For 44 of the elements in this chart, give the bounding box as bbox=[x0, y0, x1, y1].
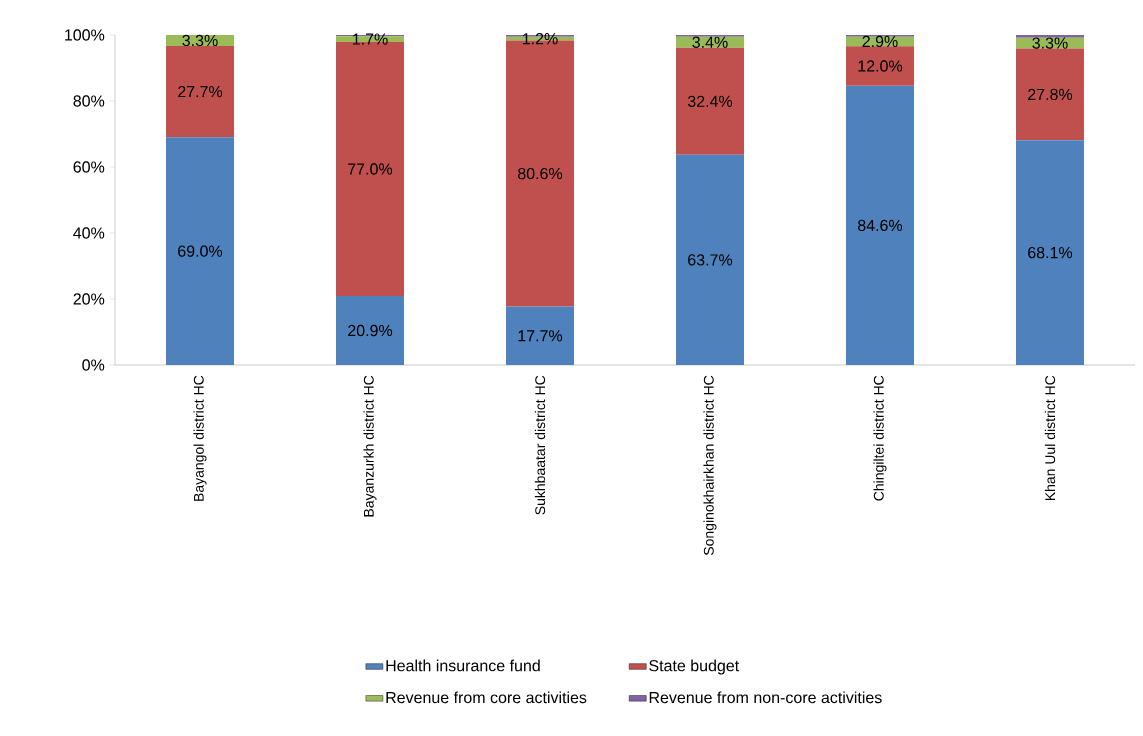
x-tick-label: Khan Uul district HC bbox=[1044, 375, 1056, 501]
data-label: 63.7% bbox=[688, 254, 733, 266]
x-tick-label: Sukhbaatar district HC bbox=[534, 375, 546, 515]
bar bbox=[846, 46, 914, 86]
x-tick-label: Songinokhairkhan district HC bbox=[703, 375, 717, 556]
bar bbox=[676, 47, 744, 155]
legend-label: State budget bbox=[649, 659, 740, 675]
data-label: 32.4% bbox=[687, 95, 733, 107]
y-tick-label: 0% bbox=[82, 359, 105, 371]
data-label: 17.7% bbox=[518, 330, 563, 342]
bar bbox=[1015, 140, 1084, 365]
data-label: 3.3% bbox=[182, 34, 218, 47]
bar bbox=[166, 137, 235, 365]
x-tick-label: Bayangol district HC bbox=[193, 375, 207, 501]
data-label: 84.6% bbox=[858, 219, 903, 232]
data-label: 2.9% bbox=[862, 35, 898, 48]
x-tick-label: Bayanzurkh district HC bbox=[363, 375, 377, 517]
legend-label: Revenue from non-core activities bbox=[649, 691, 882, 704]
y-tick-label: 100% bbox=[65, 29, 105, 41]
legend-label: Health insurance fund bbox=[386, 659, 540, 672]
y-tick-label: 20% bbox=[73, 293, 105, 305]
data-label: 20.9% bbox=[348, 324, 393, 337]
data-label: 68.1% bbox=[1028, 246, 1073, 259]
bar bbox=[506, 306, 574, 365]
data-label: 3.3% bbox=[1032, 37, 1068, 49]
data-label: 12.0% bbox=[858, 60, 903, 72]
y-tick-label: 80% bbox=[73, 95, 105, 107]
data-label: 77.0% bbox=[348, 163, 393, 175]
bar bbox=[1015, 34, 1084, 38]
data-label: 1.2% bbox=[522, 32, 558, 45]
data-label: 3.4% bbox=[692, 36, 728, 48]
data-label: 27.8% bbox=[1028, 88, 1073, 101]
bar bbox=[676, 154, 744, 365]
data-label: 27.7% bbox=[178, 85, 223, 98]
bar bbox=[336, 296, 404, 365]
bar bbox=[1015, 48, 1084, 141]
x-tick-label: Chingiltei district HC bbox=[873, 375, 887, 501]
legend-label: Revenue from core activities bbox=[386, 691, 587, 704]
bar bbox=[166, 45, 235, 138]
data-label: 80.6% bbox=[518, 167, 563, 180]
bar bbox=[846, 85, 914, 365]
data-label: 69.0% bbox=[178, 245, 223, 257]
y-tick-label: 60% bbox=[73, 161, 105, 173]
y-tick-label: 40% bbox=[73, 227, 105, 239]
